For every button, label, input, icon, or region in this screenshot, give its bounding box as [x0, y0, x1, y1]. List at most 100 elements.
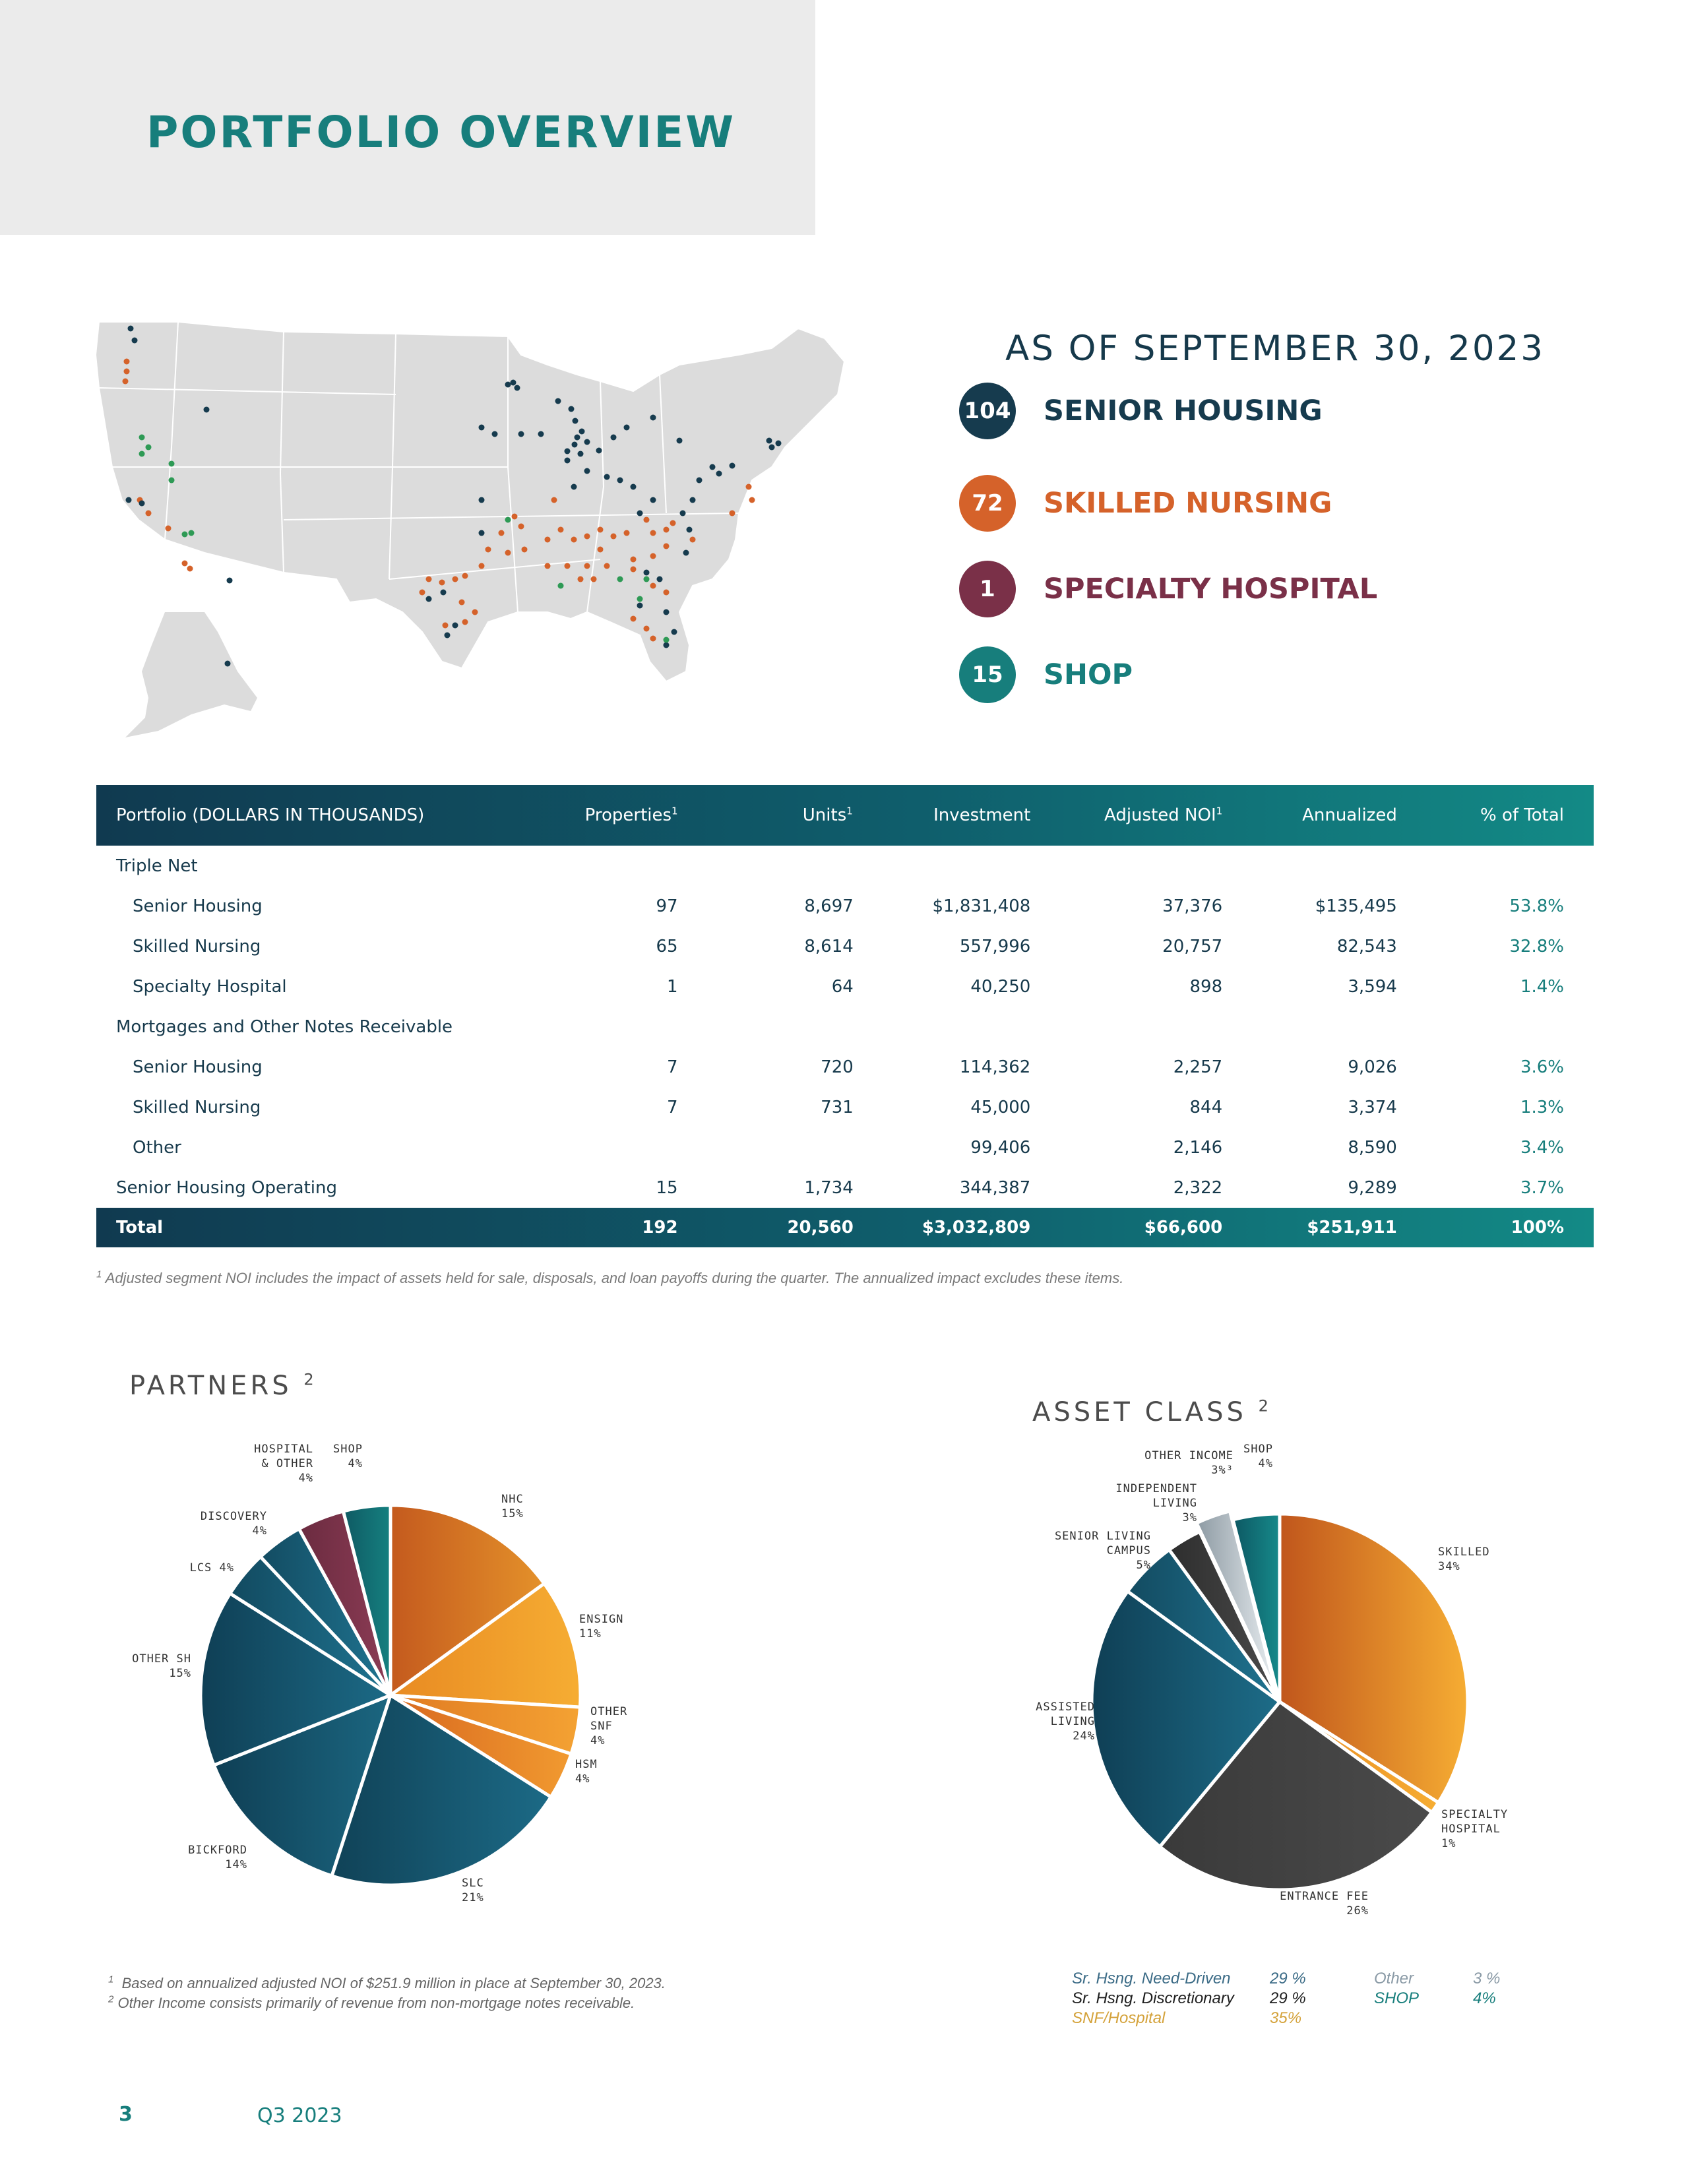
pie-slice — [1157, 1699, 1435, 1892]
pie-slice — [341, 1503, 392, 1696]
slice-label: ASSISTED LIVING 24% — [1036, 1700, 1095, 1743]
count-circle: 1 — [959, 561, 1016, 617]
table-row: Specialty Hospital 1 64 40,250 898 3,594 1.4% — [96, 966, 1594, 1007]
row-label: Mortgages and Other Notes Receivable — [116, 1016, 453, 1037]
property-dot — [538, 431, 544, 437]
row-value: 65 — [656, 936, 678, 956]
property-dot — [597, 546, 604, 553]
property-dot — [442, 622, 449, 629]
property-dot — [478, 563, 485, 569]
footnote-line: 2 Other Income consists primarily of rev… — [108, 1993, 635, 2011]
row-label: Triple Net — [116, 856, 198, 876]
property-dot — [729, 462, 735, 469]
pie-slice — [329, 1693, 553, 1887]
slice-label: SLC 21% — [462, 1877, 484, 1904]
pie-slice — [211, 1692, 394, 1879]
row-value: 15 — [656, 1177, 678, 1198]
property-dot — [472, 609, 478, 615]
slice-label: HOSPITAL & OTHER 4% — [254, 1443, 313, 1485]
row-value: 97 — [656, 896, 678, 916]
property-dot — [458, 599, 465, 606]
slice-label: SPECIALTY HOSPITAL 1% — [1441, 1808, 1508, 1850]
table-footnote: 1 Adjusted segment NOI includes the impa… — [96, 1268, 1124, 1286]
property-dot — [462, 619, 468, 625]
portfolio-table: Portfolio (DOLLARS IN THOUSANDS) Propert… — [96, 785, 1594, 1247]
pie-slice — [199, 1591, 394, 1768]
property-dot — [187, 565, 193, 572]
property-dot — [630, 556, 637, 563]
row-value: 7 — [667, 1057, 678, 1077]
slice-label: SHOP 4% — [1243, 1443, 1273, 1470]
property-dot — [491, 431, 498, 437]
row-value: 100% — [1511, 1218, 1564, 1237]
property-dot — [686, 526, 693, 533]
property-dot — [630, 615, 637, 622]
property-dot — [643, 625, 650, 632]
property-dot — [584, 563, 590, 569]
property-dot — [584, 439, 590, 445]
property-dot — [663, 609, 670, 615]
asset-legend-col2: Other 3 % SHOP 4% — [1374, 1969, 1500, 2009]
table-row: Senior Housing Operating 15 1,734 344,387 2,… — [96, 1168, 1594, 1208]
page-number: 3 — [119, 2103, 133, 2126]
property-dot — [663, 526, 670, 533]
slice-label: SENIOR LIVING CAMPUS 5% — [1055, 1530, 1151, 1572]
property-dot — [689, 497, 696, 503]
partners-pie-chart: NHC 15% ENSIGN 11% OTHER SNF 4% HSM 4% SLC 21% BICK… — [132, 1443, 627, 1904]
row-value: 82,543 — [1336, 936, 1397, 956]
row-value: 45,000 — [970, 1097, 1031, 1117]
row-value — [854, 846, 1047, 886]
row-value — [1047, 846, 1245, 886]
row-label: Skilled Nursing — [133, 936, 261, 956]
row-value: 844 — [1189, 1097, 1223, 1117]
slice-label: OTHER SH 15% — [132, 1652, 191, 1680]
property-dot — [462, 573, 468, 579]
row-value: 37,376 — [1162, 896, 1223, 916]
column-header: Annualized — [1302, 805, 1397, 825]
state-borders — [98, 321, 739, 613]
asset-class-pie-chart: SKILLED 34% SPECIALTY HOSPITAL 1% ENTRANCE FE… — [1036, 1443, 1508, 1918]
us-property-map — [94, 321, 846, 737]
property-dot — [568, 406, 575, 412]
row-value: 8,614 — [804, 936, 854, 956]
quarter-label: Q3 2023 — [257, 2104, 342, 2127]
table-row: Skilled Nursing 65 8,614 557,996 20,757 82,54… — [96, 926, 1594, 966]
row-value: 3.4% — [1520, 1137, 1564, 1158]
property-dot — [577, 576, 584, 582]
row-value: 8,590 — [1348, 1137, 1397, 1158]
row-value: 40,250 — [970, 976, 1031, 997]
row-value: 64 — [831, 976, 854, 997]
slice-label: OTHER INCOME 3%³ — [1144, 1449, 1234, 1477]
row-value — [489, 846, 695, 886]
property-dot — [650, 553, 656, 559]
property-dot — [572, 418, 578, 424]
property-dot — [637, 602, 643, 609]
property-dot — [498, 530, 505, 536]
row-value: 53.8% — [1509, 896, 1564, 916]
row-value: 3,594 — [1348, 976, 1397, 997]
table-row: Senior Housing 7 720 114,362 2,257 9,026 3.6% — [96, 1047, 1594, 1087]
property-dot — [617, 477, 623, 484]
row-value: 720 — [821, 1057, 854, 1077]
property-dot — [623, 530, 630, 536]
property-dot — [226, 577, 233, 584]
pie-slice — [1231, 1512, 1282, 1702]
property-dot — [676, 437, 683, 444]
property-dot — [139, 500, 145, 507]
as-of-date: AS OF SEPTEMBER 30, 2023 — [1005, 328, 1546, 369]
row-value — [489, 1007, 695, 1047]
property-dot — [181, 531, 188, 538]
property-dot — [571, 536, 577, 543]
legend-item: SHOP 4% — [1374, 1989, 1496, 2007]
property-dot — [145, 444, 152, 451]
property-dot — [679, 510, 686, 516]
property-dot — [564, 563, 571, 569]
count-skilled-nursing: 72 SKILLED NURSING — [959, 474, 1332, 533]
pie-slice — [1090, 1588, 1282, 1850]
property-dot — [131, 337, 138, 344]
property-dot — [637, 510, 643, 516]
property-dot — [511, 513, 518, 520]
pie-slice — [385, 1581, 582, 1709]
count-circle: 104 — [959, 383, 1016, 439]
table-row: Senior Housing 97 8,697 $1,831,408 37,376 $13… — [96, 886, 1594, 926]
